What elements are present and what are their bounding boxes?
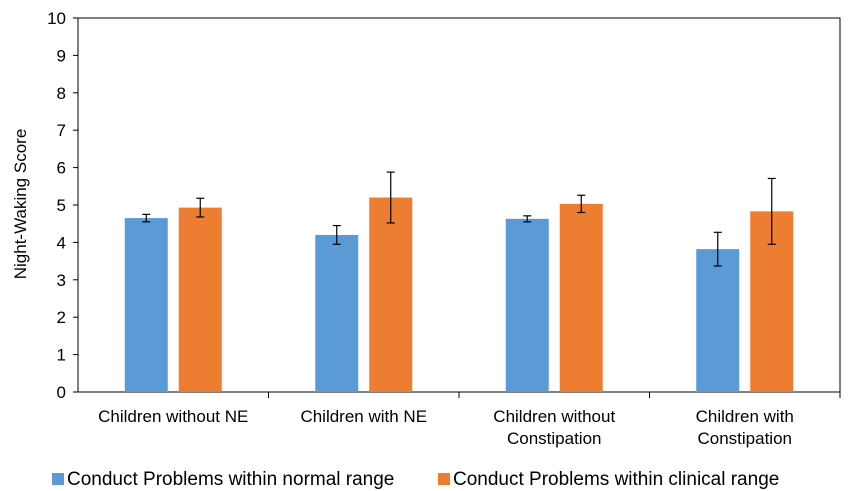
y-tick-label: 6 <box>57 159 66 178</box>
y-axis-label: Night-Waking Score <box>11 129 30 280</box>
legend-label: Conduct Problems within normal range <box>67 469 394 490</box>
category-labels: Children without NE Children with NE Child… <box>98 407 794 448</box>
bars <box>124 197 794 392</box>
y-tick-label: 7 <box>57 121 66 140</box>
y-tick-label: 2 <box>57 308 66 327</box>
bar <box>505 218 549 392</box>
y-tick-label: 4 <box>57 233 66 252</box>
y-tick-label: 8 <box>57 84 66 103</box>
y-tick-label: 9 <box>57 46 66 65</box>
bar <box>124 218 168 392</box>
legend-label: Conduct Problems within clinical range <box>453 469 779 490</box>
bar <box>696 249 740 392</box>
category-label: Children without NE <box>98 407 248 426</box>
y-tick-label: 10 <box>47 9 66 28</box>
category-label: Constipation <box>697 429 792 448</box>
legend-swatch <box>438 473 450 485</box>
legend-swatch <box>52 473 64 485</box>
category-label: Children without <box>493 407 615 426</box>
bar <box>315 234 359 392</box>
category-label: Children with <box>696 407 794 426</box>
y-tick-label: 0 <box>57 383 66 402</box>
bar <box>369 197 413 392</box>
bar <box>559 203 603 392</box>
axes: 0 1 2 3 4 5 6 7 8 9 10 <box>47 9 841 402</box>
y-tick-label: 5 <box>57 196 66 215</box>
y-tick-label: 1 <box>57 346 66 365</box>
bar <box>178 207 222 392</box>
y-tick-label: 3 <box>57 271 66 290</box>
error-bars <box>142 171 776 267</box>
legend: Conduct Problems within normal range Cond… <box>52 469 779 490</box>
category-label: Constipation <box>507 429 602 448</box>
category-label: Children with NE <box>300 407 427 426</box>
